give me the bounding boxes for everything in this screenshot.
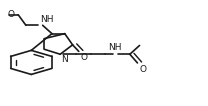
Text: NH: NH: [109, 43, 122, 52]
Text: NH: NH: [40, 15, 53, 24]
Text: N: N: [61, 55, 68, 64]
Text: O: O: [8, 10, 15, 19]
Text: O: O: [80, 53, 87, 62]
Text: O: O: [139, 65, 146, 73]
